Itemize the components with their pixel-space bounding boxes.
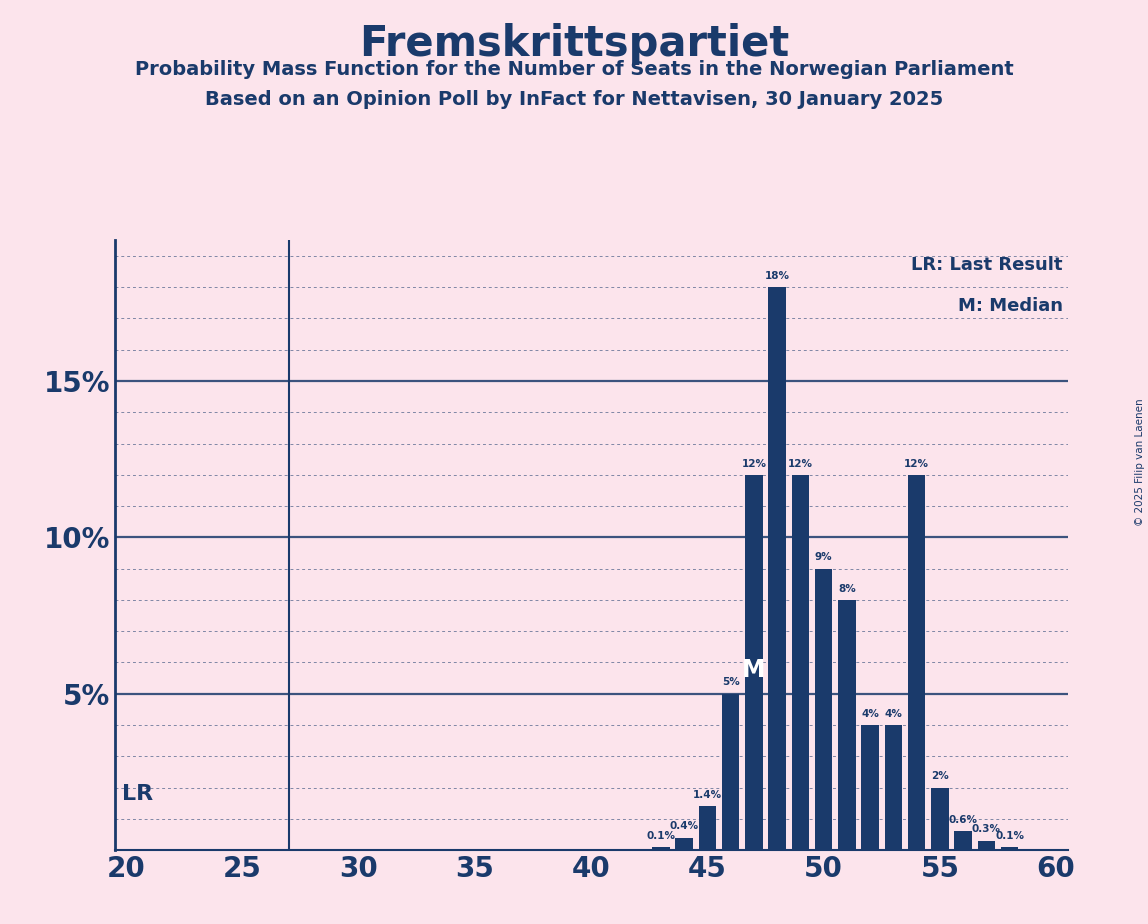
Text: 8%: 8% (838, 584, 855, 593)
Bar (978, 841, 995, 850)
Text: LR: Last Result: LR: Last Result (912, 256, 1063, 274)
Bar (792, 475, 809, 850)
Text: 0.6%: 0.6% (948, 815, 978, 825)
Bar (699, 807, 716, 850)
Text: M: Median: M: Median (957, 297, 1063, 314)
Bar (908, 475, 925, 850)
Bar (815, 568, 832, 850)
Text: 1.4%: 1.4% (693, 790, 722, 800)
Text: © 2025 Filip van Laenen: © 2025 Filip van Laenen (1135, 398, 1145, 526)
Text: M: M (743, 658, 766, 682)
Text: 0.1%: 0.1% (995, 831, 1024, 841)
Text: 4%: 4% (884, 709, 902, 719)
Text: 18%: 18% (765, 271, 790, 281)
Bar (954, 832, 971, 850)
Text: 9%: 9% (815, 553, 832, 563)
Text: Probability Mass Function for the Number of Seats in the Norwegian Parliament: Probability Mass Function for the Number… (134, 60, 1014, 79)
Text: Fremskrittspartiet: Fremskrittspartiet (359, 23, 789, 65)
Bar (675, 837, 693, 850)
Text: 0.4%: 0.4% (669, 821, 699, 832)
Text: 0.1%: 0.1% (646, 831, 675, 841)
Text: 12%: 12% (905, 458, 929, 468)
Text: 4%: 4% (861, 709, 879, 719)
Bar (885, 725, 902, 850)
Text: 12%: 12% (742, 458, 767, 468)
Text: 5%: 5% (722, 677, 739, 687)
Bar (861, 725, 879, 850)
Bar (768, 287, 786, 850)
Text: 2%: 2% (931, 772, 948, 782)
Text: LR: LR (122, 784, 153, 804)
Bar (838, 600, 855, 850)
Bar (931, 787, 948, 850)
Bar (722, 694, 739, 850)
Bar (745, 475, 762, 850)
Text: Based on an Opinion Poll by InFact for Nettavisen, 30 January 2025: Based on an Opinion Poll by InFact for N… (204, 90, 944, 109)
Bar (1001, 847, 1018, 850)
Bar (652, 847, 669, 850)
Text: 12%: 12% (788, 458, 813, 468)
Text: 0.3%: 0.3% (972, 824, 1001, 834)
